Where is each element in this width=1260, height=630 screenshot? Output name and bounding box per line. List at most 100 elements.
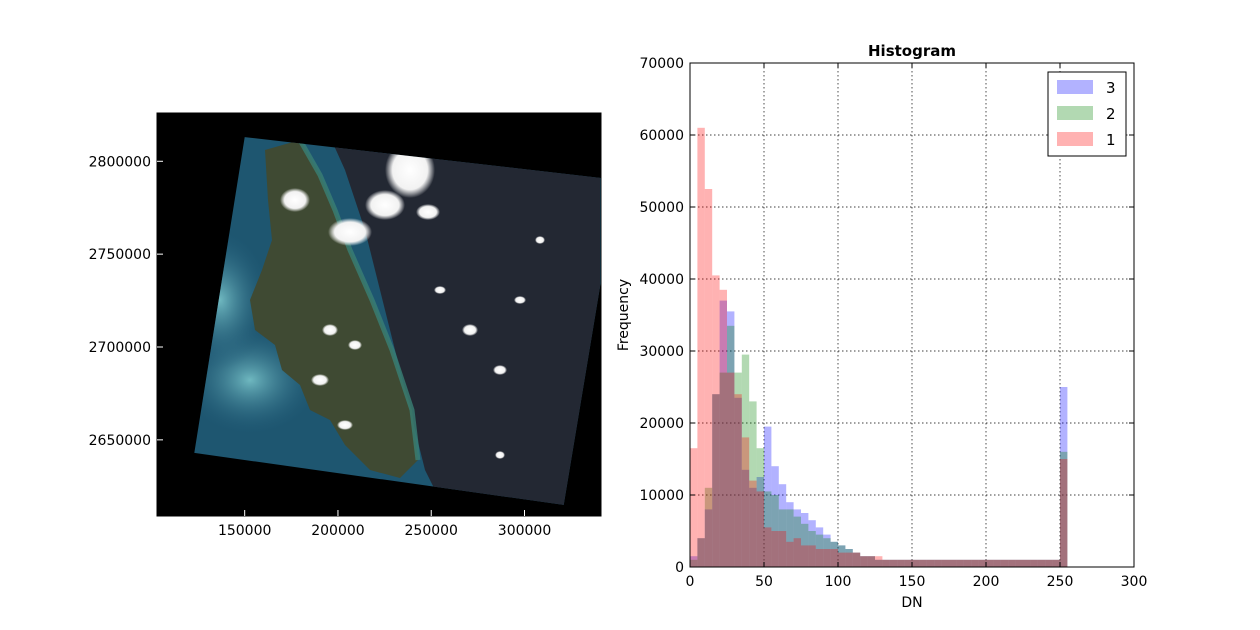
scene-island-coast bbox=[297, 138, 421, 461]
histogram-bar bbox=[941, 559, 949, 567]
histogram-bar bbox=[801, 523, 809, 567]
x-tick-label: 150 bbox=[899, 574, 926, 590]
histogram-bar bbox=[978, 559, 986, 567]
histogram-bar bbox=[919, 559, 927, 567]
image-y-tick-label: 2700000 bbox=[89, 340, 151, 356]
histogram-bar bbox=[919, 559, 927, 567]
histogram-bar bbox=[993, 559, 1001, 567]
legend: 3 2 1 bbox=[1047, 71, 1127, 157]
y-axis-label: Frequency bbox=[616, 279, 632, 351]
histogram-bar bbox=[875, 559, 883, 567]
histogram-bar bbox=[971, 559, 979, 567]
histogram-bar bbox=[889, 559, 898, 567]
histogram-bar bbox=[949, 559, 957, 567]
histogram-bar bbox=[845, 552, 853, 567]
histogram-bar bbox=[941, 559, 949, 567]
histogram-bar bbox=[727, 372, 735, 567]
histogram-bar bbox=[867, 556, 875, 567]
histogram-bar bbox=[1030, 559, 1038, 567]
histogram-bar bbox=[986, 559, 994, 567]
histogram-bar bbox=[1015, 559, 1023, 567]
histogram-bar bbox=[904, 559, 912, 567]
histogram-bars bbox=[690, 127, 1068, 568]
histogram-bar bbox=[1045, 559, 1053, 567]
histogram-bar bbox=[860, 556, 868, 567]
histogram-bar bbox=[1037, 559, 1046, 567]
histogram-bar bbox=[764, 527, 772, 567]
histogram-bar bbox=[904, 559, 912, 567]
histogram-bar bbox=[838, 545, 846, 567]
legend-label: 2 bbox=[1106, 105, 1116, 123]
histogram-bar bbox=[1060, 459, 1068, 567]
histogram-bar bbox=[697, 538, 705, 567]
image-x-tick-label: 150000 bbox=[218, 523, 271, 539]
x-tick-label: 100 bbox=[825, 574, 852, 590]
histogram-bar bbox=[734, 372, 742, 567]
histogram-bar bbox=[934, 559, 942, 567]
histogram-bar bbox=[808, 531, 816, 567]
histogram-bar bbox=[963, 559, 972, 567]
histogram-bar bbox=[793, 538, 801, 567]
histogram-bar bbox=[1008, 559, 1016, 567]
histogram-bar bbox=[941, 559, 949, 567]
histogram-bar bbox=[741, 354, 750, 567]
legend-box bbox=[1047, 71, 1127, 157]
histogram-bar bbox=[949, 559, 957, 567]
grid-lines bbox=[690, 63, 1134, 567]
histogram-bar bbox=[756, 448, 764, 567]
histogram-bar bbox=[741, 469, 750, 567]
histogram-bar bbox=[1045, 559, 1053, 567]
histogram-bar bbox=[719, 300, 727, 567]
histogram-bar bbox=[719, 289, 727, 567]
histogram-bar bbox=[867, 556, 875, 567]
histogram-bar bbox=[704, 509, 713, 567]
image-y-tick-label: 2650000 bbox=[89, 433, 151, 449]
histogram-bar bbox=[852, 552, 861, 567]
legend-label: 1 bbox=[1106, 131, 1116, 149]
y-tick-label: 60000 bbox=[639, 128, 684, 144]
histogram-bar bbox=[956, 559, 964, 567]
histogram-bar bbox=[727, 325, 735, 567]
histogram-bar bbox=[1052, 559, 1060, 567]
histogram-bar bbox=[719, 372, 727, 567]
histogram-bar bbox=[749, 401, 757, 567]
histogram-bar bbox=[926, 559, 935, 567]
histogram-bar bbox=[712, 275, 720, 567]
series-2-bars bbox=[690, 325, 1068, 567]
histogram-bar bbox=[971, 559, 979, 567]
histogram-bar bbox=[1037, 559, 1046, 567]
histogram-bar bbox=[786, 502, 794, 567]
histogram-bar bbox=[1023, 559, 1031, 567]
image-frame bbox=[156, 112, 602, 517]
image-x-tick-label: 250000 bbox=[405, 523, 458, 539]
histogram-bar bbox=[926, 559, 935, 567]
histogram-bar bbox=[963, 559, 972, 567]
histogram-bar bbox=[912, 559, 920, 567]
histogram-bar bbox=[993, 559, 1001, 567]
histogram-bar bbox=[867, 556, 875, 567]
histogram-bar bbox=[697, 538, 705, 567]
histogram-bar bbox=[823, 549, 831, 567]
histogram-bar bbox=[875, 556, 883, 567]
histogram-bar bbox=[882, 559, 890, 567]
histogram-bar bbox=[986, 559, 994, 567]
histogram-bar bbox=[934, 559, 942, 567]
histogram-bar bbox=[734, 397, 742, 567]
image-y-tick-label: 2800000 bbox=[89, 154, 151, 170]
legend-swatch bbox=[1057, 80, 1093, 94]
histogram-bar bbox=[1030, 559, 1038, 567]
image-x-tick-label: 200000 bbox=[311, 523, 364, 539]
series-1-bars bbox=[690, 127, 1068, 568]
histogram-bar bbox=[697, 127, 705, 568]
histogram-bar bbox=[971, 559, 979, 567]
histogram-bar bbox=[860, 556, 868, 567]
histogram-bar bbox=[786, 509, 794, 567]
histogram-bar bbox=[756, 477, 764, 567]
histogram-bar bbox=[956, 559, 964, 567]
histogram-bar bbox=[756, 491, 764, 567]
y-tick-label: 20000 bbox=[639, 416, 684, 432]
histogram-bar bbox=[882, 559, 890, 567]
histogram-bar bbox=[815, 534, 824, 567]
histogram-bar bbox=[815, 527, 824, 567]
histogram-bar bbox=[801, 513, 809, 567]
